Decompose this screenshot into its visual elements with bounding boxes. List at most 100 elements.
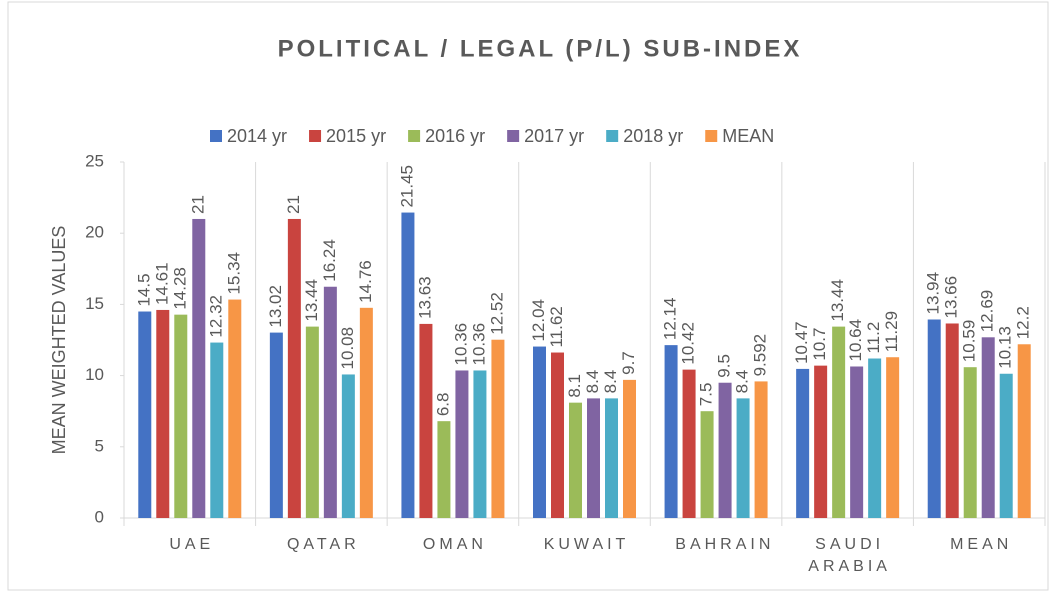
data-label: 10.42	[679, 322, 698, 365]
bar	[814, 365, 828, 518]
data-label: 13.44	[828, 279, 847, 322]
bar	[963, 367, 977, 518]
bar	[156, 309, 170, 518]
legend-label: 2014 yr	[227, 126, 287, 146]
data-label: 14.5	[134, 273, 153, 306]
data-label: 9.7	[619, 351, 638, 375]
data-label: 14.76	[356, 260, 375, 303]
bar	[623, 379, 636, 518]
bar	[305, 326, 319, 518]
data-label: 21.45	[397, 165, 416, 208]
data-label: 10.36	[451, 323, 470, 366]
y-tick-label: 10	[85, 365, 104, 384]
bar	[927, 319, 941, 518]
data-label: 10.08	[338, 327, 357, 370]
bar	[174, 314, 188, 518]
x-tick-label: OMAN	[422, 536, 487, 553]
bar	[437, 421, 451, 518]
data-label: 8.4	[733, 370, 752, 394]
bar	[569, 402, 582, 518]
chart-border	[7, 1, 1049, 591]
bar	[138, 311, 152, 518]
bar	[832, 326, 846, 518]
data-label: 12.52	[487, 292, 506, 335]
data-label: 21	[284, 195, 303, 214]
bar	[700, 411, 714, 518]
data-label: 13.66	[942, 276, 961, 319]
bar	[323, 286, 337, 518]
bar	[981, 337, 995, 518]
x-tick-label: KUWAIT	[543, 536, 630, 553]
data-label: 6.8	[433, 393, 452, 417]
data-label: 12.04	[529, 299, 548, 342]
bar	[210, 342, 224, 518]
y-tick-label: 0	[95, 507, 104, 526]
data-label: 15.34	[224, 252, 243, 295]
bar	[1017, 344, 1031, 518]
bar	[401, 212, 415, 518]
legend-swatch	[210, 130, 222, 142]
data-label: 10.7	[810, 328, 829, 361]
y-axis-title: MEAN WEIGHTED VALUES	[49, 226, 69, 455]
bar	[419, 323, 433, 518]
legend-label: 2018 yr	[623, 126, 683, 146]
y-tick-label: 20	[85, 223, 104, 242]
y-tick-label: 15	[85, 294, 104, 313]
data-label: 14.28	[170, 267, 189, 310]
data-label: 10.36	[469, 323, 488, 366]
data-label: 7.5	[697, 383, 716, 407]
bar	[341, 374, 355, 518]
bar	[551, 352, 564, 518]
data-label: 10.47	[792, 321, 811, 364]
legend-label: 2017 yr	[524, 126, 584, 146]
data-label: 8.4	[583, 370, 602, 394]
bar	[886, 357, 900, 518]
bar	[754, 381, 768, 518]
data-label: 13.94	[924, 272, 943, 315]
data-label: 16.24	[320, 239, 339, 282]
data-label: 11.62	[547, 306, 566, 347]
x-tick-label: MEAN	[950, 536, 1013, 553]
legend-swatch	[606, 130, 619, 142]
data-label: 12.32	[206, 295, 225, 338]
x-tick-label: SAUDI ARABIA	[808, 536, 891, 575]
data-label: 9.5	[715, 354, 734, 378]
data-label: 11.2	[864, 322, 883, 354]
bar	[850, 366, 864, 518]
data-label: 12.2	[1014, 306, 1033, 339]
legend-swatch	[309, 130, 322, 142]
legend-label: 2015 yr	[326, 126, 386, 146]
bar	[999, 373, 1013, 518]
data-label: 13.02	[266, 285, 285, 328]
y-tick-label: 25	[85, 151, 104, 170]
data-label: 11.29	[882, 311, 901, 352]
bar	[736, 398, 750, 518]
data-label: 10.64	[846, 319, 865, 362]
bar	[664, 345, 678, 518]
bar	[945, 323, 959, 518]
data-label: 13.44	[302, 279, 321, 322]
data-label: 21	[188, 195, 207, 214]
bar	[491, 339, 505, 518]
legend-swatch	[507, 130, 520, 142]
data-label: 12.14	[661, 298, 680, 341]
bar	[682, 369, 696, 518]
x-tick-label: QATAR	[286, 536, 360, 553]
bar	[796, 368, 810, 518]
bar	[287, 218, 301, 518]
data-label: 14.61	[152, 262, 171, 305]
data-label: 13.63	[415, 276, 434, 319]
bar	[359, 307, 373, 518]
data-label: 8.1	[565, 374, 584, 398]
bar	[868, 358, 882, 518]
legend-label: MEAN	[722, 126, 774, 146]
data-label: 8.4	[601, 370, 620, 394]
legend-swatch	[705, 130, 718, 142]
bar	[533, 346, 546, 518]
bar	[473, 370, 487, 518]
legend-swatch	[408, 130, 421, 142]
data-label: 12.69	[978, 290, 997, 333]
chart-title: POLITICAL / LEGAL (P/L) SUB-INDEX	[278, 35, 803, 62]
